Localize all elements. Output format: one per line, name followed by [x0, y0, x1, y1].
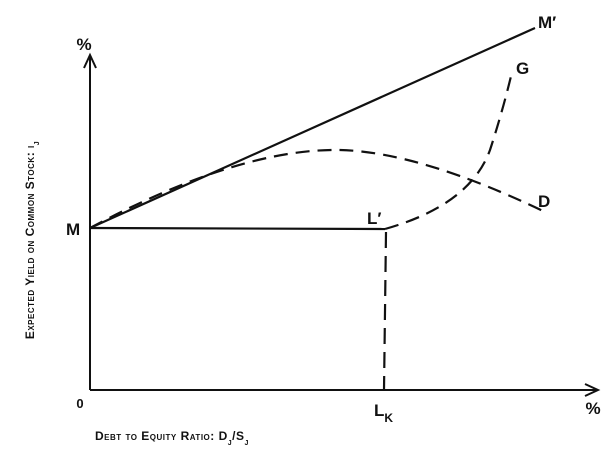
y-arrow	[83, 52, 97, 69]
y-axis-label: Expected Yield on Common Stock: ij	[23, 141, 42, 339]
point-g: G	[516, 59, 529, 78]
origin: 0	[76, 396, 83, 411]
subscript: j	[228, 437, 232, 448]
point-m: M	[66, 220, 80, 239]
point-lk: LK	[374, 401, 393, 425]
line-m-lprime	[89, 226, 386, 231]
lk-main: L	[374, 401, 384, 420]
curve-g	[384, 71, 514, 231]
label-part: /S	[232, 429, 244, 443]
lk-sub: K	[384, 411, 393, 425]
curve-d	[89, 148, 546, 229]
subscript: j	[31, 141, 42, 145]
y-unit: %	[76, 35, 91, 54]
subscript: j	[245, 437, 249, 448]
curves	[89, 26, 546, 391]
label-part: Expected Yield on Common Stock: i	[23, 145, 37, 339]
axes	[83, 52, 601, 397]
x-unit: %	[585, 399, 600, 418]
point-mprime: M′	[538, 13, 556, 32]
line-lk	[382, 231, 388, 391]
point-lprime: L′	[367, 209, 381, 228]
point-d: D	[538, 192, 550, 211]
line-m-mprime	[89, 26, 536, 230]
x-axis-label: Debt to Equity Ratio: Dj/Sj	[95, 429, 249, 448]
x-arrow	[584, 383, 601, 397]
label-part: Debt to Equity Ratio: D	[95, 429, 228, 443]
